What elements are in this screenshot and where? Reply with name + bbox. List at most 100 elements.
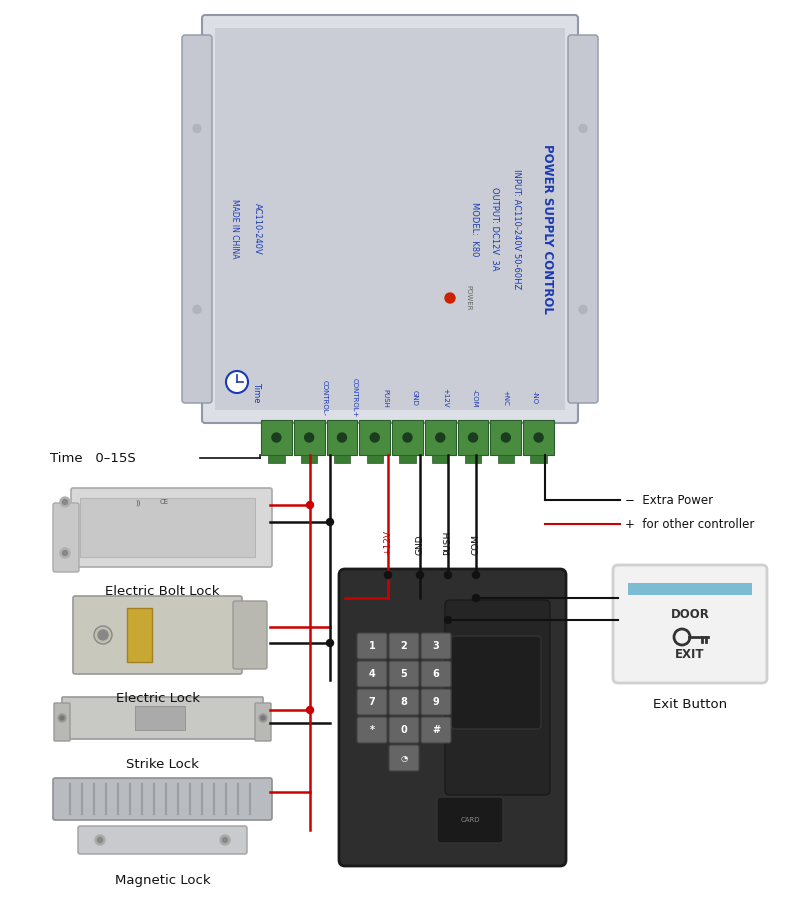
- Text: AC110-240V: AC110-240V: [253, 203, 262, 255]
- Bar: [334, 455, 350, 463]
- FancyBboxPatch shape: [389, 745, 419, 771]
- FancyBboxPatch shape: [451, 636, 541, 729]
- FancyBboxPatch shape: [233, 601, 267, 669]
- Text: Magnetic Lock: Magnetic Lock: [114, 874, 210, 887]
- Text: COM: COM: [471, 534, 481, 555]
- FancyBboxPatch shape: [54, 703, 70, 741]
- Bar: [326, 420, 358, 455]
- Text: +  for other controller: + for other controller: [625, 518, 754, 531]
- Text: CE: CE: [160, 499, 169, 505]
- Circle shape: [502, 433, 510, 442]
- Circle shape: [62, 551, 67, 555]
- FancyBboxPatch shape: [437, 797, 503, 843]
- Circle shape: [98, 630, 108, 640]
- Bar: [425, 420, 456, 455]
- Bar: [523, 420, 554, 455]
- Circle shape: [58, 714, 66, 722]
- Bar: [366, 455, 383, 463]
- Text: )): )): [135, 499, 141, 505]
- Circle shape: [473, 571, 479, 579]
- Text: 2: 2: [401, 641, 407, 651]
- Text: CARD: CARD: [460, 817, 480, 823]
- FancyBboxPatch shape: [389, 717, 419, 743]
- Text: −  Extra Power: − Extra Power: [625, 493, 713, 506]
- Bar: [127, 608, 152, 662]
- Bar: [530, 455, 547, 463]
- Bar: [135, 706, 185, 730]
- Circle shape: [62, 500, 67, 504]
- FancyBboxPatch shape: [389, 661, 419, 687]
- FancyBboxPatch shape: [255, 703, 271, 741]
- FancyBboxPatch shape: [568, 35, 598, 403]
- FancyBboxPatch shape: [421, 689, 451, 715]
- Text: Strike Lock: Strike Lock: [126, 758, 199, 771]
- Circle shape: [445, 293, 455, 303]
- Bar: [498, 455, 514, 463]
- Text: 8: 8: [401, 697, 407, 707]
- Text: EXIT: EXIT: [675, 649, 705, 661]
- FancyBboxPatch shape: [445, 600, 550, 795]
- Text: PUSH: PUSH: [443, 531, 453, 555]
- FancyBboxPatch shape: [53, 778, 272, 820]
- Text: DOOR: DOOR: [670, 609, 710, 621]
- Text: CONTROL+: CONTROL+: [352, 378, 358, 418]
- Circle shape: [305, 433, 314, 442]
- FancyBboxPatch shape: [182, 35, 212, 403]
- Circle shape: [370, 433, 379, 442]
- Circle shape: [226, 371, 248, 393]
- Circle shape: [445, 617, 451, 623]
- Text: 7: 7: [369, 697, 375, 707]
- Circle shape: [98, 837, 102, 843]
- FancyBboxPatch shape: [389, 633, 419, 659]
- Circle shape: [306, 707, 314, 714]
- Circle shape: [60, 716, 64, 720]
- Bar: [268, 455, 285, 463]
- Text: ◔: ◔: [400, 754, 408, 763]
- Circle shape: [534, 433, 543, 442]
- Circle shape: [60, 548, 70, 558]
- Text: -NO: -NO: [532, 392, 538, 405]
- Text: *: *: [370, 725, 374, 735]
- Bar: [432, 455, 449, 463]
- FancyBboxPatch shape: [421, 633, 451, 659]
- Circle shape: [259, 714, 267, 722]
- Text: CONTROL-: CONTROL-: [322, 380, 328, 416]
- Text: POWER SUPPLY CONTROL: POWER SUPPLY CONTROL: [541, 144, 554, 314]
- Text: +12V: +12V: [442, 388, 448, 408]
- FancyBboxPatch shape: [389, 689, 419, 715]
- Circle shape: [326, 519, 334, 525]
- Circle shape: [193, 306, 201, 314]
- FancyBboxPatch shape: [53, 503, 79, 572]
- Circle shape: [469, 433, 478, 442]
- Text: Electric Bolt Lock: Electric Bolt Lock: [106, 585, 220, 598]
- Circle shape: [60, 497, 70, 507]
- Circle shape: [261, 716, 265, 720]
- Circle shape: [222, 837, 227, 843]
- Text: #: #: [432, 725, 440, 735]
- Circle shape: [445, 571, 451, 579]
- Text: MODEL:  K80: MODEL: K80: [470, 202, 479, 256]
- FancyBboxPatch shape: [613, 565, 767, 683]
- Circle shape: [417, 571, 423, 579]
- Text: Electric Lock: Electric Lock: [115, 692, 199, 705]
- Bar: [392, 420, 423, 455]
- Circle shape: [436, 433, 445, 442]
- Bar: [294, 420, 325, 455]
- Bar: [465, 455, 482, 463]
- Bar: [628, 583, 752, 595]
- Circle shape: [579, 306, 587, 314]
- Text: Time: Time: [253, 382, 262, 402]
- FancyBboxPatch shape: [78, 826, 247, 854]
- Text: Exit Button: Exit Button: [653, 698, 727, 711]
- Text: 5: 5: [401, 669, 407, 679]
- FancyBboxPatch shape: [357, 689, 387, 715]
- Text: 9: 9: [433, 697, 439, 707]
- Text: GND: GND: [415, 534, 425, 555]
- Text: 4: 4: [369, 669, 375, 679]
- Text: GND: GND: [412, 390, 418, 406]
- Bar: [80, 498, 255, 557]
- Bar: [490, 420, 522, 455]
- Bar: [458, 420, 489, 455]
- Text: 0: 0: [401, 725, 407, 735]
- Text: +NC: +NC: [502, 390, 508, 406]
